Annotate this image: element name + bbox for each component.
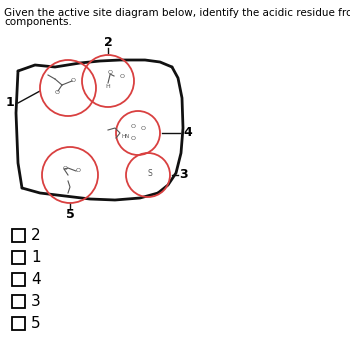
Bar	[12, 272, 25, 285]
Text: HN: HN	[122, 133, 130, 139]
Text: O: O	[76, 168, 80, 174]
Text: 4: 4	[31, 272, 41, 286]
Text: 4: 4	[184, 127, 192, 140]
Text: O: O	[70, 78, 76, 83]
Text: S: S	[148, 168, 152, 177]
Text: 3: 3	[179, 168, 187, 181]
Text: Given the active site diagram below, identify the acidic residue from the indica: Given the active site diagram below, ide…	[4, 8, 350, 18]
Bar	[12, 250, 25, 263]
Text: O: O	[63, 166, 68, 170]
Text: O: O	[55, 91, 60, 95]
Text: O: O	[140, 127, 146, 131]
Bar	[12, 317, 25, 330]
Text: O: O	[131, 125, 135, 130]
Text: O: O	[131, 137, 135, 142]
Text: 2: 2	[31, 227, 41, 243]
Text: 3: 3	[31, 294, 41, 308]
Text: 5: 5	[31, 316, 41, 331]
Text: 1: 1	[31, 249, 41, 264]
Text: 2: 2	[104, 36, 112, 49]
Text: H: H	[106, 84, 110, 90]
Text: components.: components.	[4, 17, 72, 27]
Bar	[12, 228, 25, 241]
Text: O: O	[107, 71, 112, 75]
Text: O: O	[119, 73, 125, 79]
Bar	[12, 295, 25, 308]
Text: 5: 5	[66, 209, 74, 222]
Text: 1: 1	[6, 96, 14, 109]
